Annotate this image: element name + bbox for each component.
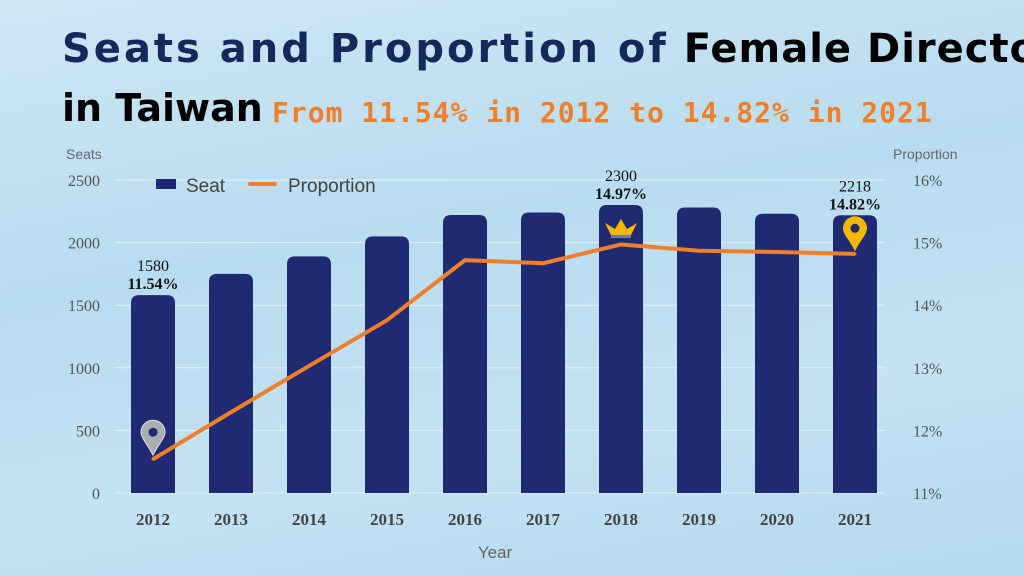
bar-2018 xyxy=(599,205,643,494)
right-tick-label: 11% xyxy=(913,486,942,503)
seat-data-label: 1580 xyxy=(137,258,169,275)
proportion-point-2012 xyxy=(151,457,155,461)
x-axis-label: Year xyxy=(478,543,513,562)
crown-base xyxy=(611,235,631,239)
proportion-point-2017 xyxy=(541,261,545,265)
proportion-point-2015 xyxy=(385,318,389,322)
proportion-point-2013 xyxy=(229,410,233,414)
x-tick-label: 2017 xyxy=(526,510,561,529)
bar-2013 xyxy=(209,273,253,493)
seat-data-label: 2218 xyxy=(839,178,871,195)
right-axis-label: Proportion xyxy=(893,146,958,162)
bar-2014 xyxy=(287,256,331,493)
bar-2019 xyxy=(677,207,721,493)
x-tick-label: 2020 xyxy=(760,510,794,529)
map-pin-icon xyxy=(140,419,166,457)
bars xyxy=(131,205,877,494)
axes: 0 500 1000 1500 2000 2500 11% 12% 13% 14% 15% 16% 20… xyxy=(68,173,942,529)
left-tick-label: 2000 xyxy=(68,236,100,253)
left-tick-label: 1000 xyxy=(68,361,100,378)
title-part2: Female Director xyxy=(683,26,1024,72)
proportion-data-label: 14.97% xyxy=(595,186,647,203)
left-tick-label: 1500 xyxy=(68,298,100,315)
chart-title: Seats and Proportion of Female Director xyxy=(62,26,1024,72)
legend-seat-swatch xyxy=(156,179,176,189)
left-tick-label: 0 xyxy=(92,486,100,503)
x-tick-label: 2014 xyxy=(292,510,327,529)
left-tick-label: 500 xyxy=(76,423,100,440)
proportion-point-2014 xyxy=(307,364,311,368)
bar-2017 xyxy=(521,212,565,493)
proportion-point-2019 xyxy=(697,249,701,253)
right-tick-label: 12% xyxy=(913,423,942,440)
seat-data-label: 2300 xyxy=(605,168,637,185)
x-tick-label: 2013 xyxy=(214,510,248,529)
proportion-point-2018 xyxy=(619,242,623,246)
proportion-point-2020 xyxy=(775,250,779,254)
map-pin-icon xyxy=(843,216,867,252)
right-tick-label: 16% xyxy=(913,173,942,190)
map-pin-dot xyxy=(148,427,158,437)
x-tick-label: 2016 xyxy=(448,510,482,529)
right-tick-label: 13% xyxy=(913,361,942,378)
proportion-point-2021 xyxy=(853,252,857,256)
proportion-data-label: 11.54% xyxy=(127,276,178,293)
title-part1: Seats and Proportion of xyxy=(62,26,669,72)
title-line2: in Taiwan xyxy=(62,86,263,130)
x-tick-label: 2018 xyxy=(604,510,638,529)
proportion-line-group xyxy=(151,242,857,461)
x-tick-label: 2015 xyxy=(370,510,404,529)
chart-subtitle: From 11.54% in 2012 to 14.82% in 2021 xyxy=(272,96,933,129)
left-axis-label: Seats xyxy=(66,146,102,162)
crown-icon xyxy=(605,219,637,236)
proportion-line xyxy=(151,242,856,461)
bar-2020 xyxy=(755,213,799,493)
legend-proportion-label: Proportion xyxy=(288,176,376,197)
legend-seat-label: Seat xyxy=(186,176,226,197)
right-tick-label: 14% xyxy=(913,298,942,315)
bar-2021 xyxy=(833,215,877,493)
proportion-data-label: 14.82% xyxy=(829,196,881,213)
legend: Seat Proportion xyxy=(156,176,376,197)
right-tick-label: 15% xyxy=(913,236,942,253)
x-tick-label: 2021 xyxy=(838,510,872,529)
x-tick-label: 2012 xyxy=(136,510,170,529)
proportion-point-2016 xyxy=(463,258,467,262)
bar-2016 xyxy=(443,215,487,493)
map-pin-dot xyxy=(850,223,860,233)
bar-2015 xyxy=(365,236,409,493)
bar-2012 xyxy=(131,295,175,493)
x-tick-label: 2019 xyxy=(682,510,716,529)
left-tick-label: 2500 xyxy=(68,173,100,190)
